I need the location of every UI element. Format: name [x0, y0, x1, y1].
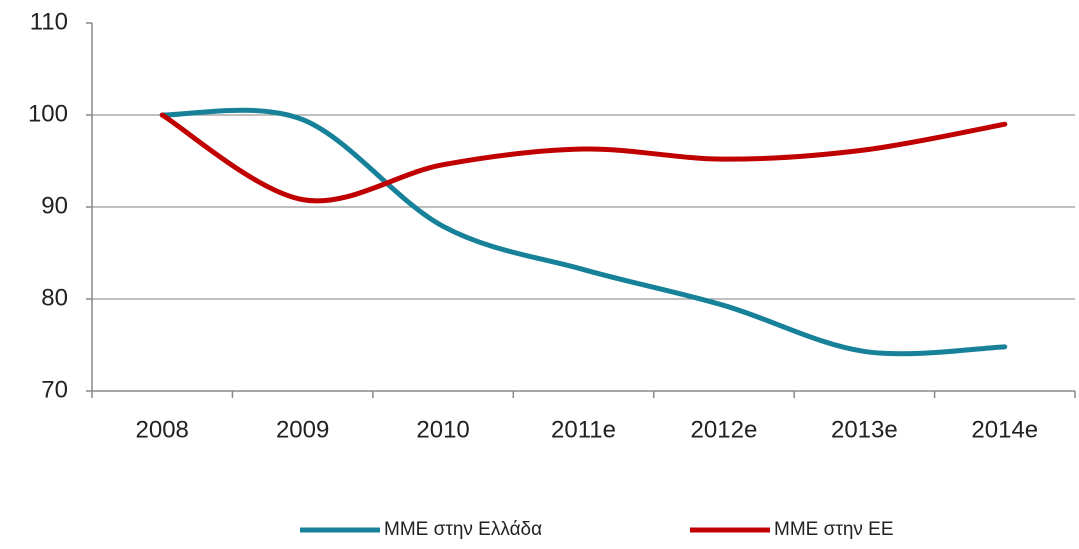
y-tick-label: 80 — [41, 284, 68, 311]
y-tick-label: 100 — [28, 100, 68, 127]
x-tick-label: 2012e — [691, 416, 758, 443]
x-tick-label: 2008 — [136, 416, 189, 443]
series-line — [159, 107, 1008, 357]
x-tick-label: 2009 — [276, 416, 329, 443]
legend-label: ΜΜΕ στην Ελλάδα — [384, 519, 542, 540]
y-tick-label: 90 — [41, 192, 68, 219]
x-tick-label: 2013e — [831, 416, 898, 443]
legend-label: ΜΜΕ στην ΕΕ — [774, 519, 894, 540]
series-line — [159, 112, 1008, 204]
y-tick-label: 110 — [30, 8, 68, 35]
x-tick-label: 2011e — [551, 416, 616, 443]
x-tick-label: 2014e — [971, 416, 1038, 443]
x-tick-label: 2010 — [416, 416, 469, 443]
y-tick-label: 70 — [41, 376, 68, 403]
